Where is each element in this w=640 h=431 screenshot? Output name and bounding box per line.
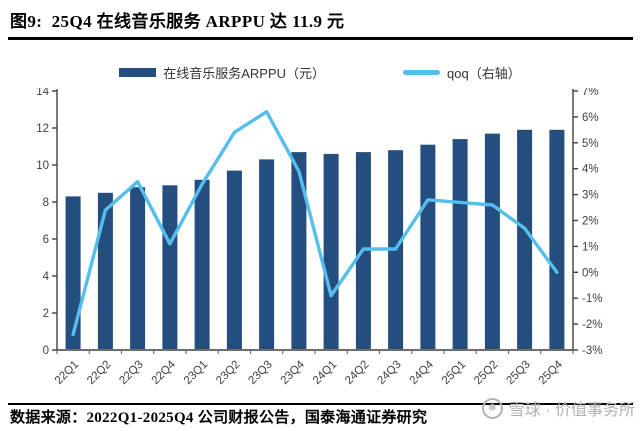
right-axis-tick-label: 7% <box>582 88 599 98</box>
left-axis-tick-label: 12 <box>36 123 49 135</box>
x-axis-label-24Q1: 24Q1 <box>311 359 339 387</box>
right-axis-tick-label: 1% <box>582 241 599 253</box>
legend-item-qoq: qoq（右轴） <box>403 63 521 82</box>
bar-25Q1 <box>452 139 468 350</box>
right-axis-tick-label: 2% <box>582 216 599 228</box>
bar-25Q2 <box>484 133 500 350</box>
arppu-chart-svg: 0 2 4 6 8 10 12 14 -3% -2% -1% 0% 1% 2% 3% 4% 5% 6% 7% 22Q1… <box>36 86 602 387</box>
chart-legend: 在线音乐服务ARPPU（元） qoq（右轴） <box>0 63 640 82</box>
x-axis-label-23Q1: 23Q1 <box>182 359 210 387</box>
title-divider <box>8 37 633 40</box>
x-axis-label-24Q4: 24Q4 <box>408 358 437 387</box>
left-axis-tick-label: 14 <box>36 88 49 98</box>
x-axis-label-23Q2: 23Q2 <box>214 359 242 387</box>
x-axis-label-22Q1: 22Q1 <box>53 359 81 387</box>
legend-label-arppu: 在线音乐服务ARPPU（元） <box>163 66 326 81</box>
snowball-icon: ❅ <box>481 397 503 419</box>
bar-22Q2 <box>97 192 113 351</box>
source-note: 数据来源：2022Q1-2025Q4 公司财报公告，国泰海通证券研究 <box>10 410 428 426</box>
watermark: ❅ 雪球 · 价值事务所 <box>481 396 635 420</box>
bar-24Q1 <box>323 153 339 350</box>
right-axis-tick-label: 5% <box>582 138 599 150</box>
left-axis-tick-label: 2 <box>43 308 49 320</box>
bar-series-swatch <box>119 68 157 77</box>
bar-25Q4 <box>549 129 565 350</box>
right-axis-tick-label: -1% <box>582 293 602 305</box>
bar-22Q3 <box>130 187 146 350</box>
left-axis-tick-label: 6 <box>43 234 49 246</box>
x-axis-label-25Q2: 25Q2 <box>472 359 500 387</box>
bar-23Q1 <box>194 179 210 350</box>
right-axis-tick-label: 6% <box>582 112 599 124</box>
x-axis-label-22Q4: 22Q4 <box>150 358 179 387</box>
x-axis-label-25Q3: 25Q3 <box>504 359 532 387</box>
legend-label-qoq: qoq（右轴） <box>447 66 521 81</box>
right-axis-tick-label: -3% <box>582 345 602 357</box>
right-axis-tick-label: 0% <box>582 267 599 279</box>
x-axis-label-23Q4: 23Q4 <box>279 358 308 387</box>
figure-title: 图9: 25Q4 在线音乐服务 ARPPU 达 11.9 元 <box>10 12 345 31</box>
right-axis-tick-label: 3% <box>582 190 599 202</box>
right-axis-tick-label: 4% <box>582 164 599 176</box>
bar-23Q2 <box>226 170 242 350</box>
x-axis-label-22Q2: 22Q2 <box>85 359 113 387</box>
left-axis-tick-label: 0 <box>43 345 49 357</box>
left-axis-tick-label: 10 <box>36 160 49 172</box>
x-axis-label-25Q4: 25Q4 <box>537 358 566 387</box>
watermark-text: 雪球 · 价值事务所 <box>508 402 635 419</box>
x-axis-label-22Q3: 22Q3 <box>117 359 145 387</box>
x-axis-label-24Q2: 24Q2 <box>343 359 371 387</box>
left-axis-tick-label: 4 <box>43 271 50 283</box>
x-axis-label-25Q1: 25Q1 <box>440 359 468 387</box>
source-divider <box>8 403 633 405</box>
legend-item-arppu: 在线音乐服务ARPPU（元） <box>119 63 325 82</box>
chart-area: 0 2 4 6 8 10 12 14 -3% -2% -1% 0% 1% 2% 3% 4% 5% 6% 7% 22Q1… <box>0 86 640 400</box>
left-axis-tick-label: 8 <box>43 197 49 209</box>
bar-25Q3 <box>517 129 533 350</box>
bar-22Q4 <box>162 185 178 350</box>
line-series-swatch <box>403 70 441 75</box>
qoq-line <box>71 110 559 337</box>
bar-23Q3 <box>259 159 275 350</box>
right-axis-tick-label: -2% <box>582 319 602 331</box>
x-axis-label-24Q3: 24Q3 <box>375 359 403 387</box>
bar-24Q4 <box>420 144 436 350</box>
bar-22Q1 <box>65 196 81 350</box>
bar-23Q4 <box>291 152 307 350</box>
x-axis-label-23Q3: 23Q3 <box>246 359 274 387</box>
